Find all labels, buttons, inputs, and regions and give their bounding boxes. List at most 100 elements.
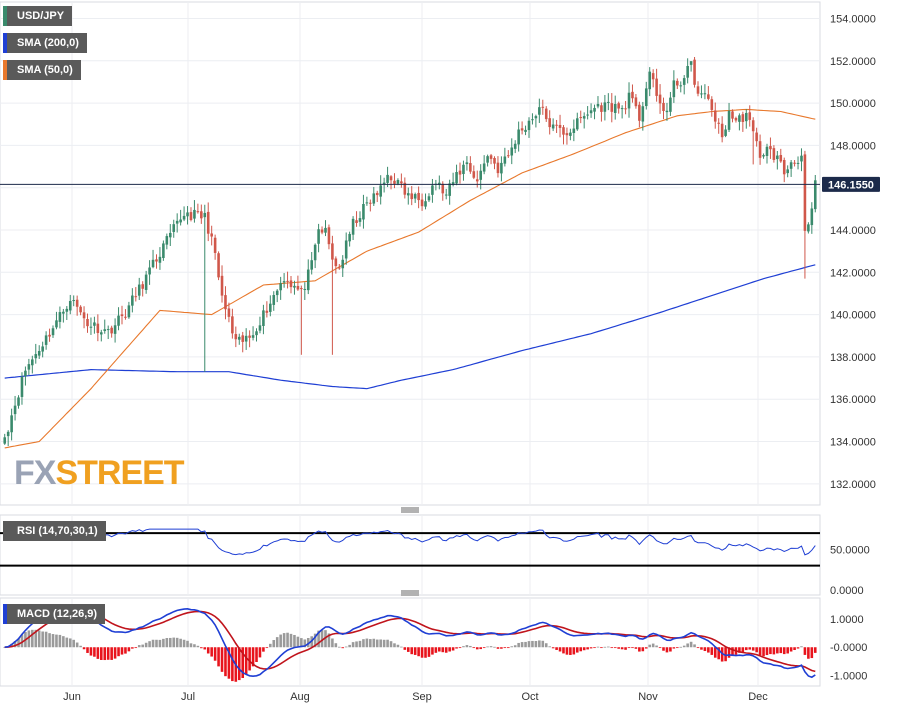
candle-body [234, 334, 238, 340]
macd-histogram-bar [375, 639, 379, 648]
macd-histogram-bar [331, 638, 334, 648]
candle [424, 193, 427, 210]
macd-histogram-bar [782, 647, 786, 655]
macd-histogram-bar [807, 647, 810, 659]
candle [507, 150, 510, 158]
candle [124, 309, 127, 320]
candle [258, 316, 262, 334]
candle [682, 75, 686, 95]
candle-body [448, 183, 451, 196]
candle [658, 84, 662, 114]
x-axis-month-label: Oct [521, 691, 538, 703]
candle-body [513, 143, 517, 149]
macd-ytick-label: -1.0000 [830, 671, 867, 683]
macd-histogram-bar [655, 645, 658, 648]
candle [638, 101, 641, 128]
candle [317, 223, 320, 253]
macd-histogram-bar [65, 637, 69, 648]
candle [610, 93, 614, 123]
legend-sma50[interactable]: SMA (50,0) [3, 60, 81, 80]
candle-body [124, 316, 127, 318]
candle [482, 155, 486, 175]
candle-body [575, 118, 579, 130]
candle [351, 216, 355, 240]
candle-body [186, 212, 189, 217]
svg-text:FXSTREET: FXSTREET [14, 454, 185, 492]
macd-histogram-bar [320, 630, 324, 648]
main-ytick-label: 134.0000 [830, 437, 876, 449]
candle [134, 287, 138, 302]
macd-histogram-bar [727, 647, 731, 658]
panel-splitter-2[interactable] [401, 590, 419, 596]
macd-histogram-bar [662, 647, 665, 651]
macd-histogram-bar [565, 647, 569, 655]
candle-body [465, 162, 469, 165]
candle-body [562, 127, 565, 135]
price-panel: 154.0000152.0000150.0000148.0000146.0000… [0, 1, 880, 506]
candle [548, 110, 551, 135]
macd-panel: 1.0000 -0.0000 -1.0000 [0, 597, 867, 687]
candle [275, 289, 279, 303]
candle-body [534, 116, 538, 119]
macd-histogram-bar [572, 647, 576, 655]
candle-body [651, 73, 655, 80]
macd-histogram-bar [158, 639, 162, 648]
candle-body [27, 364, 31, 370]
legend-rsi[interactable]: RSI (14,70,30,1) [3, 521, 106, 541]
macd-histogram-bar [672, 647, 676, 649]
candle-body [365, 202, 369, 204]
macd-histogram-bar [134, 647, 138, 649]
candle [148, 260, 151, 285]
macd-histogram-bar [155, 639, 158, 648]
candle [144, 270, 148, 294]
candle [696, 81, 700, 97]
macd-histogram-bar [686, 643, 689, 648]
legend-usdjpy[interactable]: USD/JPY [3, 6, 73, 26]
candle-body [120, 314, 124, 317]
candle [282, 273, 286, 288]
macd-histogram-bar [34, 629, 38, 648]
macd-histogram-bar [241, 647, 245, 679]
candle-body [548, 118, 551, 128]
usdjpy-swatch [3, 6, 7, 26]
candle-body [558, 124, 562, 128]
candle-body [379, 185, 382, 197]
candle [341, 255, 345, 277]
macd-histogram-bar [482, 647, 486, 649]
candle-body [596, 103, 600, 107]
current-price-label: 146.1550 [828, 179, 874, 191]
candle-body [489, 155, 493, 159]
macd-histogram-bar [62, 636, 65, 648]
candle [527, 117, 531, 138]
macd-histogram-bar [106, 647, 110, 660]
candle [513, 140, 517, 154]
candle [82, 306, 86, 329]
candle [251, 326, 255, 341]
macd-histogram-bar [248, 647, 251, 671]
legend-sma200[interactable]: SMA (200,0) [3, 33, 87, 53]
macd-histogram-bar [213, 647, 217, 661]
candle-body [331, 243, 334, 260]
candle-body [738, 115, 741, 122]
macd-histogram-bar [510, 646, 514, 648]
candle-body [731, 111, 734, 119]
sma200-swatch [3, 33, 7, 53]
macd-histogram-bar [117, 647, 120, 657]
sma50-swatch [3, 60, 7, 80]
macd-histogram-bar [748, 647, 752, 650]
legend-macd[interactable]: MACD (12,26,9) [3, 604, 106, 624]
macd-histogram-bar [803, 647, 807, 655]
panel-splitter-1[interactable] [0, 506, 820, 514]
candle [248, 330, 251, 348]
candle-body [417, 192, 420, 201]
candle-body [372, 193, 376, 204]
candle-body [410, 193, 414, 200]
macd-histogram-bar [103, 647, 107, 661]
candle [465, 156, 469, 171]
macd-histogram-bar [41, 631, 44, 648]
candle-body [131, 295, 134, 306]
candle-body [555, 124, 558, 126]
candle-body [210, 233, 213, 237]
macd-histogram-bar [206, 647, 210, 654]
